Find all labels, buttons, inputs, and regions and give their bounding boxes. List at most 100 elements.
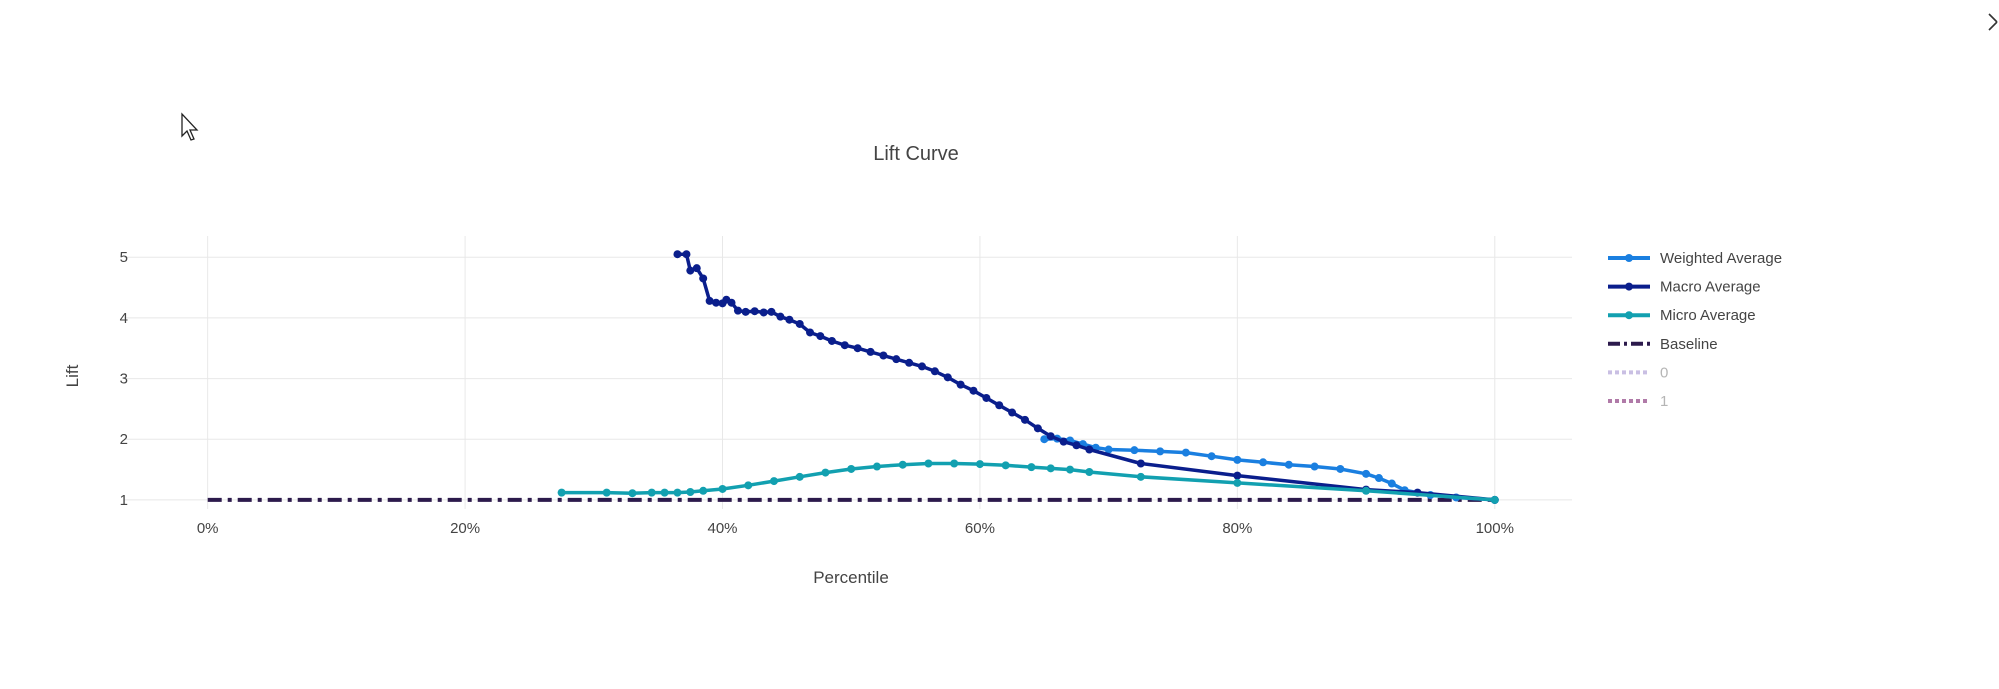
data-point	[776, 312, 785, 321]
legend-label: 0	[1660, 364, 1668, 381]
data-point	[692, 264, 701, 273]
data-point	[847, 464, 856, 473]
y-tick-label: 5	[120, 249, 128, 266]
data-point	[905, 358, 914, 367]
data-point	[1027, 463, 1036, 472]
data-point	[1066, 465, 1075, 474]
data-point	[1387, 479, 1396, 488]
data-point	[647, 488, 656, 497]
chart-title: Lift Curve	[873, 143, 959, 165]
data-point	[1310, 462, 1319, 471]
y-tick-label: 2	[120, 431, 128, 448]
data-point	[767, 307, 776, 316]
y-tick-label: 4	[120, 310, 128, 327]
data-point	[1259, 458, 1268, 467]
data-point	[853, 344, 862, 353]
data-point	[1130, 446, 1139, 455]
data-point	[1085, 467, 1094, 476]
data-point	[943, 373, 952, 382]
x-tick-label: 20%	[450, 520, 480, 537]
data-point	[1207, 452, 1216, 461]
data-point	[918, 362, 927, 371]
legend-label: Weighted Average	[1660, 250, 1782, 267]
data-point	[699, 274, 708, 283]
data-point	[1040, 435, 1049, 444]
data-point	[1156, 447, 1165, 456]
data-point	[1001, 461, 1010, 470]
data-point	[1362, 469, 1371, 478]
legend-item[interactable]: 1	[1608, 393, 1668, 410]
data-point	[924, 459, 933, 468]
data-point	[682, 250, 691, 259]
legend-item[interactable]: Macro Average	[1608, 279, 1761, 296]
data-point	[557, 488, 566, 497]
data-point	[816, 332, 825, 341]
data-point	[1233, 471, 1242, 480]
data-point	[686, 488, 695, 497]
y-axis-label: Lift	[63, 364, 82, 387]
data-point	[750, 307, 759, 316]
data-point	[628, 489, 637, 498]
data-point	[1490, 495, 1499, 504]
data-point	[930, 367, 939, 376]
data-point	[741, 307, 750, 316]
data-point	[806, 328, 815, 337]
data-point	[1033, 424, 1042, 433]
data-point	[872, 462, 881, 471]
data-point	[1020, 415, 1029, 424]
data-point	[769, 477, 778, 486]
data-point	[795, 472, 804, 481]
data-point	[673, 250, 682, 259]
data-point	[1046, 432, 1055, 441]
data-point	[718, 484, 727, 493]
legend-label: Micro Average	[1660, 307, 1756, 324]
x-tick-label: 0%	[197, 520, 219, 537]
close-icon[interactable]	[1979, 4, 1999, 34]
legend-marker	[1625, 282, 1633, 291]
data-point	[1374, 474, 1383, 483]
legend-item[interactable]: 0	[1608, 364, 1668, 381]
data-point	[956, 380, 965, 389]
data-point	[785, 315, 794, 324]
legend-marker	[1625, 254, 1633, 262]
mouse-pointer-icon	[180, 112, 202, 142]
data-point	[879, 351, 888, 360]
data-point	[602, 488, 611, 497]
data-point	[759, 308, 768, 317]
legend-marker	[1625, 311, 1633, 320]
data-point	[660, 488, 669, 497]
legend-item[interactable]: Baseline	[1608, 336, 1718, 353]
data-point	[1072, 441, 1081, 450]
series-line	[677, 252, 1495, 502]
axes: 0% 20% 40% 60% 80% 100% 1 2 3 4 5	[120, 249, 1514, 537]
series-line	[561, 461, 1495, 502]
data-point	[892, 355, 901, 364]
y-tick-label: 3	[120, 371, 128, 388]
data-point	[673, 488, 682, 497]
data-point	[821, 468, 830, 477]
x-tick-label: 80%	[1222, 520, 1252, 537]
data-point	[898, 460, 907, 469]
data-point	[1233, 478, 1242, 487]
data-point	[733, 306, 742, 315]
data-point	[1085, 445, 1094, 454]
data-point	[795, 319, 804, 328]
x-tick-label: 40%	[707, 520, 737, 537]
data-point	[1362, 486, 1371, 495]
data-point	[1136, 472, 1145, 481]
data-point	[969, 386, 978, 395]
data-point	[975, 460, 984, 469]
x-axis-label: Percentile	[813, 568, 889, 587]
data-point	[995, 401, 1004, 410]
data-point	[1104, 445, 1113, 454]
data-point	[1336, 464, 1345, 473]
legend-item[interactable]: Micro Average	[1608, 307, 1756, 324]
legend: Weighted Average Macro Average Micro Avera…	[1608, 250, 1782, 410]
legend-item[interactable]: Weighted Average	[1608, 250, 1782, 267]
data-point	[1284, 460, 1293, 469]
data-point	[950, 459, 959, 468]
series-layer	[557, 250, 1499, 504]
data-point	[705, 296, 714, 305]
legend-label: 1	[1660, 393, 1668, 410]
